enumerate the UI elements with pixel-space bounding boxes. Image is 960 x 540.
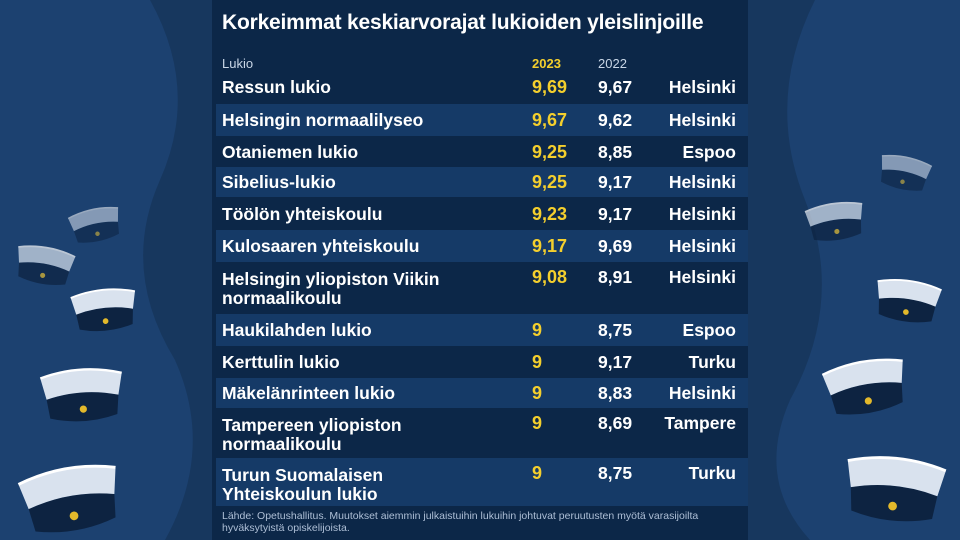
value-2022: 9,17 xyxy=(598,204,633,224)
table-row: Turun Suomalaisen Yhteiskoulun lukio 9 8,7… xyxy=(216,458,748,506)
table-panel xyxy=(212,0,748,540)
school-name: Helsingin yliopiston Viikin normaalikoul… xyxy=(222,269,440,308)
city: Helsinki xyxy=(668,236,736,256)
value-2022: 8,75 xyxy=(598,463,633,483)
school-name: Kulosaaren yhteiskoulu xyxy=(222,236,420,256)
city: Turku xyxy=(688,352,736,372)
value-2022: 9,62 xyxy=(598,110,633,130)
table-row: Töölön yhteiskoulu 9,23 9,17 Helsinki xyxy=(216,198,748,230)
value-2023: 9,23 xyxy=(532,204,568,224)
city: Helsinki xyxy=(668,267,736,287)
city: Espoo xyxy=(682,320,736,340)
value-2022: 8,69 xyxy=(598,413,633,433)
table-row: Haukilahden lukio 9 8,75 Espoo xyxy=(216,314,748,346)
value-2022: 8,83 xyxy=(598,383,633,403)
school-name: Ressun lukio xyxy=(222,77,331,97)
column-header-2023: 2023 xyxy=(532,56,561,71)
city: Helsinki xyxy=(668,204,736,224)
value-2022: 9,69 xyxy=(598,236,633,256)
table-row: Otaniemen lukio 9,25 8,85 Espoo xyxy=(216,137,748,167)
city: Tampere xyxy=(664,413,736,433)
value-2023: 9 xyxy=(532,352,543,372)
value-2022: 8,85 xyxy=(598,142,633,162)
city: Helsinki xyxy=(668,110,736,130)
column-header-school: Lukio xyxy=(222,56,254,71)
value-2022: 9,67 xyxy=(598,77,633,97)
table-row: Sibelius-lukio 9,25 9,17 Helsinki xyxy=(216,167,748,197)
value-2023: 9,25 xyxy=(532,142,568,162)
column-header-2022: 2022 xyxy=(598,56,627,71)
value-2022: 8,91 xyxy=(598,267,633,287)
city: Helsinki xyxy=(668,383,736,403)
city: Turku xyxy=(688,463,736,483)
student-cap-icon xyxy=(38,365,127,426)
school-name: Tampereen yliopiston normaalikoulu xyxy=(222,415,402,454)
value-2022: 9,17 xyxy=(598,352,633,372)
value-2023: 9 xyxy=(532,383,543,403)
value-2023: 9 xyxy=(532,413,543,433)
table-row: Kerttulin lukio 9 9,17 Turku xyxy=(216,346,748,378)
value-2023: 9,25 xyxy=(532,172,568,192)
table-row: Helsingin normaalilyseo 9,67 9,62 Helsinki xyxy=(216,104,748,136)
table-row: Tampereen yliopiston normaalikoulu 9 8,69 T… xyxy=(216,408,748,458)
city: Helsinki xyxy=(668,77,736,97)
city: Espoo xyxy=(682,142,736,162)
table-row: Kulosaaren yhteiskoulu 9,17 9,69 Helsinki xyxy=(216,230,748,262)
school-name: Mäkelänrinteen lukio xyxy=(222,383,396,403)
school-name: Sibelius-lukio xyxy=(222,172,336,192)
table-row: Helsingin yliopiston Viikin normaalikoul… xyxy=(216,262,748,314)
school-name: Otaniemen lukio xyxy=(222,142,359,162)
value-2023: 9 xyxy=(532,463,543,483)
page-title: Korkeimmat keskiarvorajat lukioiden ylei… xyxy=(222,11,704,34)
source-note: Lähde: Opetushallitus. Muutokset aiemmin… xyxy=(222,510,699,534)
table-row: Ressun lukio 9,69 9,67 Helsinki xyxy=(216,73,748,102)
value-2023: 9,17 xyxy=(532,236,568,256)
value-2023: 9 xyxy=(532,320,543,340)
school-name: Töölön yhteiskoulu xyxy=(222,204,383,224)
city: Helsinki xyxy=(668,172,736,192)
value-2023: 9,67 xyxy=(532,110,568,130)
value-2023: 9,08 xyxy=(532,267,568,287)
school-name: Helsingin normaalilyseo xyxy=(222,110,424,130)
school-name: Kerttulin lukio xyxy=(222,352,340,372)
school-name: Turun Suomalaisen Yhteiskoulun lukio xyxy=(222,465,384,504)
value-2023: 9,69 xyxy=(532,77,568,97)
table-row: Mäkelänrinteen lukio 9 8,83 Helsinki xyxy=(216,378,748,408)
value-2022: 8,75 xyxy=(598,320,633,340)
value-2022: 9,17 xyxy=(598,172,633,192)
school-name: Haukilahden lukio xyxy=(222,320,372,340)
